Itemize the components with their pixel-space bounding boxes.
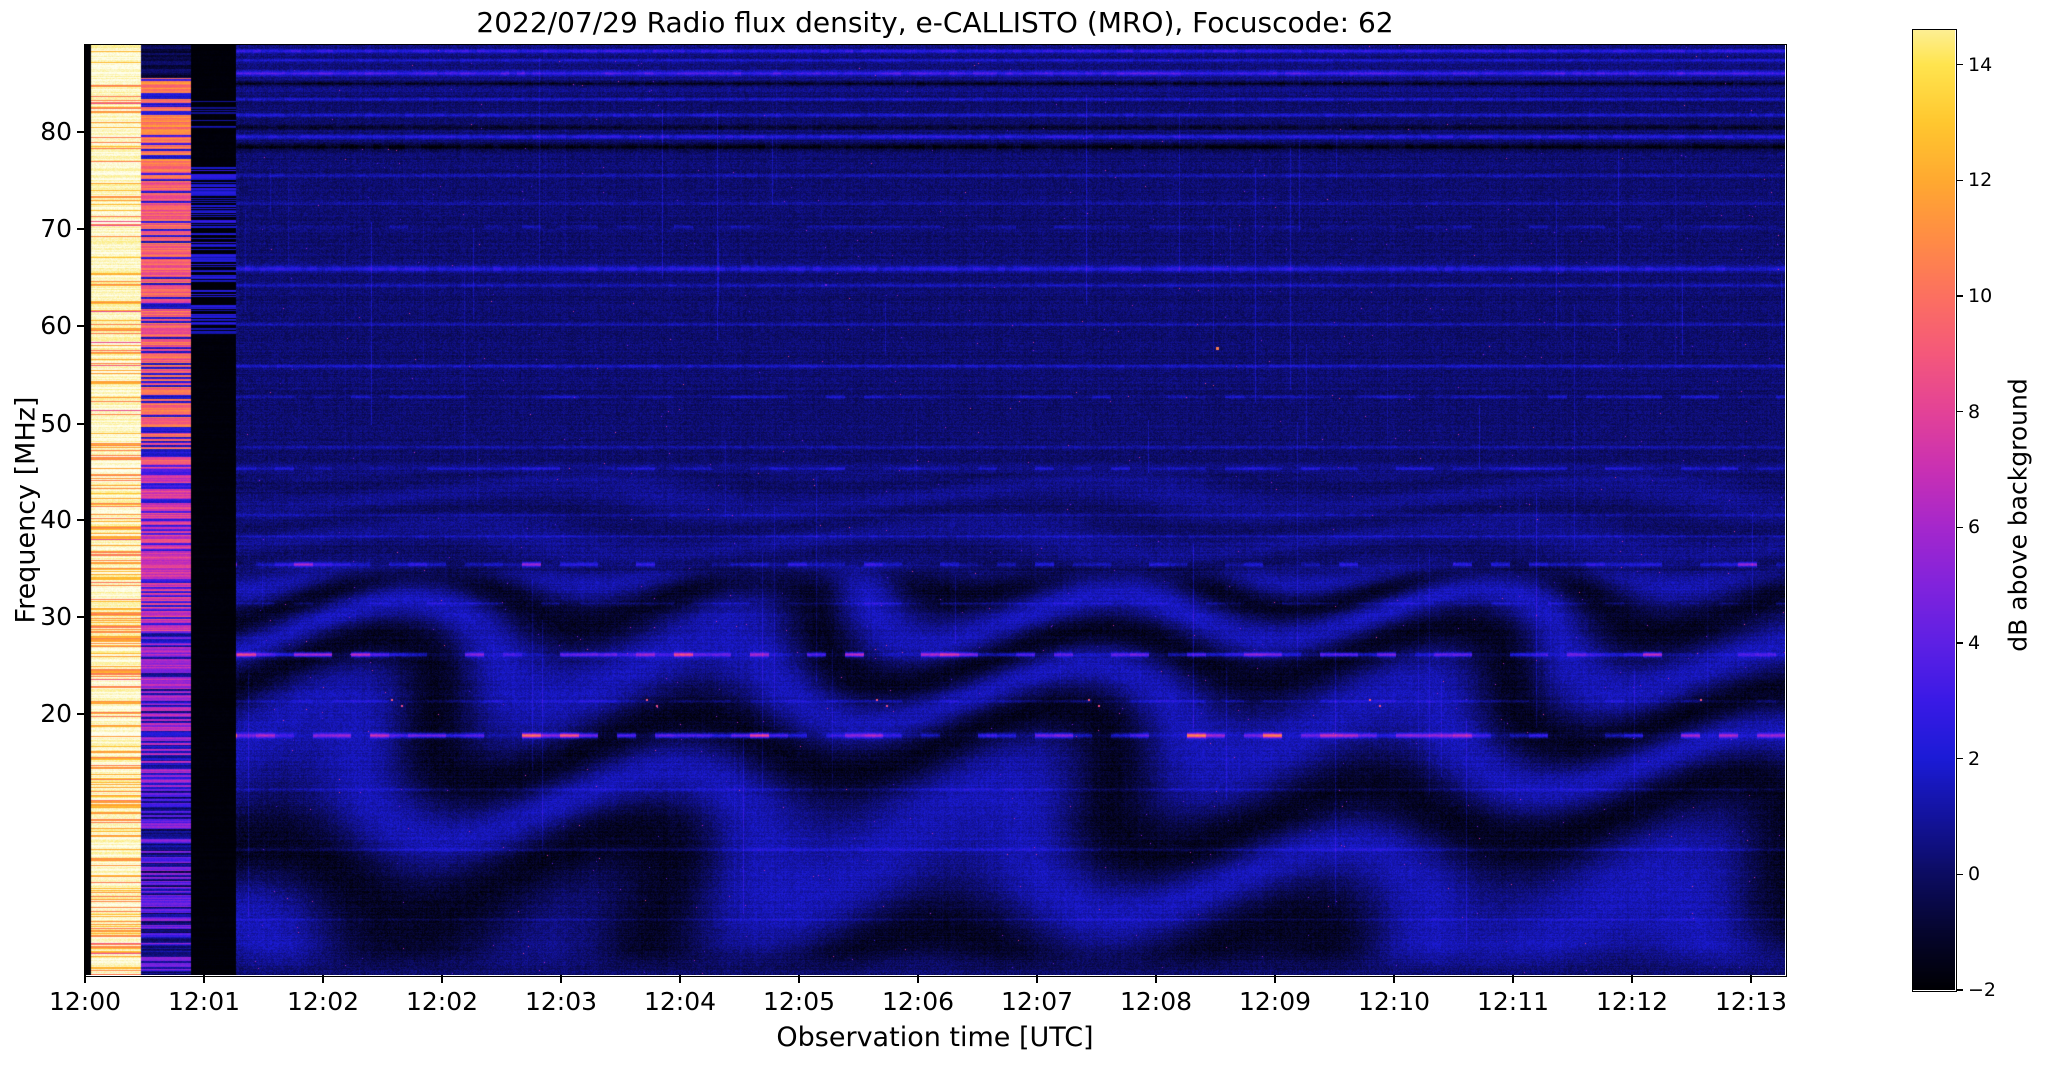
x-tick-label: 12:03 [524, 987, 598, 1016]
colorbar-tick-label: 10 [1968, 285, 1993, 308]
colorbar-tick-label: 14 [1968, 53, 1993, 76]
x-tick-label: 12:04 [643, 987, 717, 1016]
x-tick-label: 12:07 [1000, 987, 1074, 1016]
colorbar-tick-label: 0 [1968, 863, 1981, 886]
y-tick-label: 60 [40, 310, 72, 340]
x-tick-mark [1750, 975, 1752, 983]
x-axis-label: Observation time [UTC] [776, 1022, 1094, 1053]
y-tick-label: 40 [40, 505, 72, 535]
colorbar-tick-label: 2 [1968, 747, 1981, 770]
x-tick-label: 12:11 [1476, 987, 1550, 1016]
x-tick-label: 12:10 [1357, 987, 1431, 1016]
x-tick-label: 12:06 [881, 987, 955, 1016]
x-tick-mark [917, 975, 919, 983]
x-tick-label: 12:09 [1238, 987, 1312, 1016]
colorbar-tick-mark [1956, 295, 1963, 297]
x-tick-label: 12:00 [48, 987, 122, 1016]
x-tick-mark [441, 975, 443, 983]
x-tick-label: 12:02 [286, 987, 360, 1016]
x-tick-mark [1512, 975, 1514, 983]
y-tick-label: 30 [40, 601, 72, 631]
y-tick-label: 20 [40, 698, 72, 728]
colorbar [1913, 30, 1955, 990]
x-tick-label: 12:02 [405, 987, 479, 1016]
colorbar-tick-label: 12 [1968, 169, 1993, 192]
x-tick-label: 12:05 [762, 987, 836, 1016]
x-tick-label: 12:12 [1595, 987, 1669, 1016]
x-tick-mark [679, 975, 681, 983]
y-tick-mark [77, 422, 85, 425]
spectrogram-heatmap [85, 45, 1785, 975]
x-tick-mark [203, 975, 205, 983]
x-tick-label: 12:08 [1119, 987, 1193, 1016]
y-tick-label: 80 [40, 117, 72, 147]
y-tick-mark [77, 324, 85, 327]
y-tick-mark [77, 131, 85, 134]
colorbar-tick-label: 6 [1968, 516, 1981, 539]
y-tick-label: 50 [40, 408, 72, 438]
x-tick-mark [1274, 975, 1276, 983]
x-tick-mark [322, 975, 324, 983]
colorbar-tick-mark [1956, 873, 1963, 876]
x-tick-mark [560, 975, 562, 983]
x-tick-mark [1036, 975, 1038, 983]
colorbar-tick-mark [1956, 179, 1963, 182]
y-tick-label: 70 [40, 214, 72, 244]
colorbar-tick-mark [1956, 63, 1963, 66]
y-tick-mark [77, 615, 85, 618]
colorbar-label: dB above background [2003, 378, 2033, 652]
colorbar-tick-label: 4 [1968, 632, 1981, 654]
x-tick-mark [798, 975, 800, 983]
colorbar-tick-mark [1956, 757, 1963, 760]
x-tick-mark [84, 975, 86, 983]
x-tick-mark [1155, 975, 1157, 983]
colorbar-tick-mark [1956, 526, 1963, 529]
y-tick-mark [77, 228, 85, 231]
x-tick-mark [1631, 975, 1633, 983]
colorbar-tick-label: −2 [1968, 979, 1997, 1001]
colorbar-tick-mark [1956, 642, 1963, 644]
y-tick-mark [77, 712, 85, 715]
y-axis-label: Frequency [MHz] [10, 396, 42, 624]
colorbar-tick-mark [1956, 410, 1963, 413]
x-tick-label: 12:13 [1714, 987, 1788, 1016]
y-tick-mark [77, 519, 85, 522]
colorbar-tick-label: 8 [1968, 400, 1981, 423]
x-tick-mark [1393, 975, 1395, 983]
x-tick-label: 12:01 [167, 987, 241, 1016]
colorbar-tick-mark [1956, 989, 1963, 991]
chart-title: 2022/07/29 Radio flux density, e-CALLIST… [476, 6, 1394, 39]
